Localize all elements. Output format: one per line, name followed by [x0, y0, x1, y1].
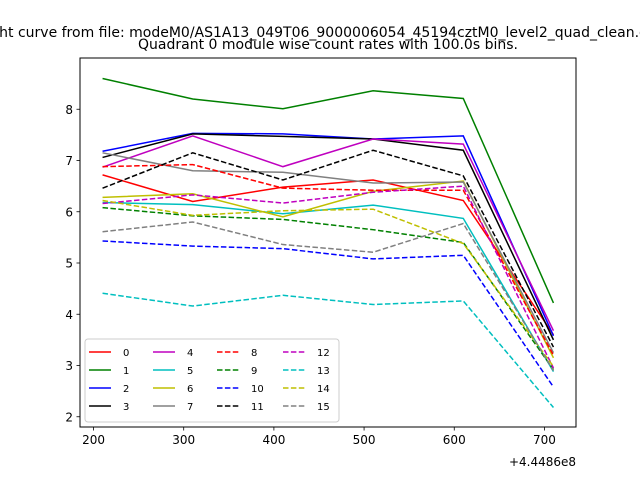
series-line-0 [102, 174, 555, 336]
series-line-9 [102, 206, 555, 371]
x-tick-label: 500 [353, 433, 376, 447]
y-tick-label: 8 [65, 103, 73, 117]
plot-frame [79, 57, 577, 428]
y-axis: 2 3 4 5 6 7 8 [65, 103, 80, 424]
series-layer [102, 77, 555, 409]
legend-label-5: 5 [187, 366, 193, 377]
y-tick-label: 7 [65, 154, 73, 168]
legend-label-9: 9 [251, 366, 257, 377]
y-tick-label: 4 [65, 308, 73, 322]
y-tick-label: 3 [65, 359, 73, 373]
legend-label-2: 2 [123, 384, 129, 395]
series-line-7 [102, 152, 555, 354]
legend-label-3: 3 [123, 402, 129, 413]
chart-suptitle: Light curve from file: modeM0/AS1A13_049… [0, 25, 640, 41]
series-line-4 [102, 135, 555, 331]
legend-label-6: 6 [187, 384, 193, 395]
x-axis: 200 300 400 500 600 700 [82, 427, 556, 447]
legend-label-12: 12 [317, 348, 330, 359]
series-line-10 [102, 240, 555, 388]
legend-label-4: 4 [187, 348, 193, 359]
x-tick-label: 300 [172, 433, 195, 447]
chart-title: Quadrant 0 module wise count rates with … [138, 37, 518, 53]
legend-label-1: 1 [123, 366, 129, 377]
y-tick-label: 2 [65, 410, 73, 424]
series-line-12 [102, 185, 555, 369]
x-offset-label: +4.4486e8 [509, 455, 576, 469]
series-line-5 [102, 201, 555, 373]
y-tick-label: 6 [65, 205, 73, 219]
series-line-2 [102, 132, 555, 337]
legend-label-10: 10 [251, 384, 264, 395]
x-tick-label: 200 [82, 433, 105, 447]
legend-label-8: 8 [251, 348, 257, 359]
legend-label-15: 15 [317, 402, 330, 413]
series-line-11 [102, 149, 555, 348]
legend-label-13: 13 [317, 366, 330, 377]
series-line-3 [102, 133, 555, 341]
legend-box [84, 338, 340, 423]
x-tick-label: 400 [262, 433, 285, 447]
legend-label-11: 11 [251, 402, 264, 413]
legend-label-14: 14 [317, 384, 330, 395]
x-tick-label: 700 [533, 433, 556, 447]
x-tick-label: 600 [443, 433, 466, 447]
series-line-14 [102, 199, 555, 367]
series-line-13 [102, 292, 555, 409]
series-line-15 [102, 221, 555, 372]
y-tick-label: 5 [65, 257, 73, 271]
legend-label-0: 0 [123, 348, 129, 359]
series-line-1 [102, 77, 555, 304]
legend-label-7: 7 [187, 402, 193, 413]
